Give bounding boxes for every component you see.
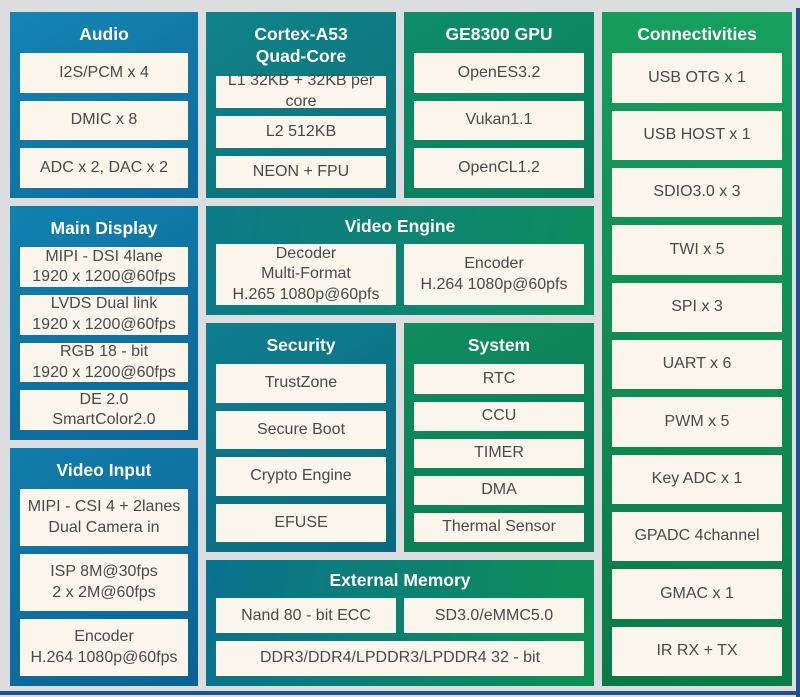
block-item: IR RX + TX	[612, 626, 782, 676]
block-gpu: GE8300 GPU OpenES3.2 Vukan1.1 OpenCL1.2	[404, 12, 594, 198]
block-system-title: System	[467, 335, 531, 355]
block-item: TWI x 5	[612, 225, 782, 275]
block-audio-title: Audio	[79, 24, 129, 44]
block-system-items: RTC CCU TIMER DMA Thermal Sensor	[414, 364, 584, 543]
block-item: RGB 18 - bit 1920 x 1200@60fps	[20, 342, 188, 383]
frame-edge-right	[796, 8, 800, 697]
block-item: USB HOST x 1	[612, 110, 782, 161]
block-video-input-title: Video Input	[56, 460, 152, 480]
block-item: USB OTG x 1	[612, 53, 782, 103]
block-item: L2 512KB	[216, 115, 386, 148]
block-item: Nand 80 - bit ECC	[216, 598, 396, 634]
block-item: Key ADC x 1	[612, 454, 782, 505]
block-item: UART x 6	[612, 340, 782, 390]
block-security-items: TrustZone Secure Boot Crypto Engine EFUSE	[216, 364, 386, 543]
block-system: System RTC CCU TIMER DMA Thermal Sensor	[404, 323, 594, 552]
block-item: ADC x 2, DAC x 2	[20, 148, 188, 188]
block-item: RTC	[414, 364, 584, 394]
block-external-memory: External Memory Nand 80 - bit ECC SD3.0/e…	[206, 560, 594, 686]
block-item: LVDS Dual link 1920 x 1200@60fps	[20, 295, 188, 335]
block-item: Vukan1.1	[414, 100, 584, 141]
block-item: EFUSE	[216, 503, 386, 543]
block-video-input: Video Input MIPI - CSI 4 + 2lanes Dual C…	[10, 448, 198, 686]
block-gpu-items: OpenES3.2 Vukan1.1 OpenCL1.2	[414, 53, 584, 188]
column-left: Audio I2S/PCM x 4 DMIC x 8 ADC x 2, DAC x …	[10, 12, 198, 686]
block-audio-items: I2S/PCM x 4 DMIC x 8 ADC x 2, DAC x 2	[20, 53, 188, 188]
block-main-display-items: MIPI - DSI 4lane 1920 x 1200@60fps LVDS D…	[20, 247, 188, 431]
block-item: SPI x 3	[612, 282, 782, 333]
column-right: Connectivities USB OTG x 1 USB HOST x 1 SD…	[602, 12, 792, 686]
block-item: Encoder H.264 1080p@60fps	[20, 619, 188, 677]
block-item: TrustZone	[216, 364, 386, 403]
column-middle: Cortex-A53 Quad-Core L1 32KB + 32KB per …	[206, 12, 594, 686]
block-item: GMAC x 1	[612, 569, 782, 619]
block-item: PWM x 5	[612, 397, 782, 447]
block-item: Secure Boot	[216, 410, 386, 450]
row-cpu-gpu: Cortex-A53 Quad-Core L1 32KB + 32KB per …	[206, 12, 594, 198]
block-cortex-a53-title: Cortex-A53 Quad-Core	[254, 24, 348, 67]
block-item: CCU	[414, 401, 584, 431]
block-item: ISP 8M@30fps 2 x 2M@60fps	[20, 554, 188, 612]
block-external-memory-items: Nand 80 - bit ECC SD3.0/eMMC5.0 DDR3/DDR4/…	[216, 598, 584, 676]
block-item: DE 2.0 SmartColor2.0	[20, 390, 188, 431]
block-video-input-items: MIPI - CSI 4 + 2lanes Dual Camera in ISP …	[20, 489, 188, 677]
block-cortex-a53-items: L1 32KB + 32KB per core L2 512KB NEON + FP…	[216, 72, 386, 189]
block-connectivities: Connectivities USB OTG x 1 USB HOST x 1 SD…	[602, 12, 792, 686]
diagram-layout: Audio I2S/PCM x 4 DMIC x 8 ADC x 2, DAC x …	[10, 12, 792, 686]
block-external-memory-title: External Memory	[329, 570, 471, 590]
block-gpu-title: GE8300 GPU	[445, 24, 553, 44]
row-security-system: Security TrustZone Secure Boot Crypto Engi…	[206, 323, 594, 552]
block-item: SD3.0/eMMC5.0	[404, 598, 584, 634]
block-video-engine: Video Engine Decoder Multi-Format H.265 …	[206, 206, 594, 315]
block-item: I2S/PCM x 4	[20, 53, 188, 93]
block-item: SDIO3.0 x 3	[612, 168, 782, 218]
block-audio: Audio I2S/PCM x 4 DMIC x 8 ADC x 2, DAC x …	[10, 12, 198, 198]
block-security: Security TrustZone Secure Boot Crypto Engi…	[206, 323, 396, 552]
block-item: Thermal Sensor	[414, 512, 584, 543]
block-main-display: Main Display MIPI - DSI 4lane 1920 x 120…	[10, 206, 198, 440]
block-item: DDR3/DDR4/LPDDR3/LPDDR4 32 - bit	[216, 641, 584, 676]
block-item: NEON + FPU	[216, 155, 386, 189]
block-connectivities-title: Connectivities	[637, 24, 757, 44]
block-item: OpenCL1.2	[414, 148, 584, 188]
block-item: GPADC 4channel	[612, 512, 782, 562]
block-item: Crypto Engine	[216, 457, 386, 496]
block-main-display-title: Main Display	[50, 218, 158, 238]
frame-edge-bottom	[0, 691, 800, 695]
block-connectivities-items: USB OTG x 1 USB HOST x 1 SDIO3.0 x 3 TWI x …	[612, 53, 782, 676]
block-item: OpenES3.2	[414, 53, 584, 93]
block-item: DMA	[414, 475, 584, 505]
block-item: L1 32KB + 32KB per core	[216, 72, 386, 110]
block-cortex-a53: Cortex-A53 Quad-Core L1 32KB + 32KB per …	[206, 12, 396, 198]
block-item: Decoder Multi-Format H.265 1080p@60pfs	[216, 244, 396, 305]
block-item: Encoder H.264 1080p@60pfs	[404, 244, 584, 305]
block-security-title: Security	[266, 335, 336, 355]
block-item: MIPI - DSI 4lane 1920 x 1200@60fps	[20, 247, 188, 288]
block-item: DMIC x 8	[20, 100, 188, 141]
block-video-engine-items: Decoder Multi-Format H.265 1080p@60pfs En…	[216, 244, 584, 305]
block-item: TIMER	[414, 438, 584, 468]
block-item: MIPI - CSI 4 + 2lanes Dual Camera in	[20, 489, 188, 547]
block-video-engine-title: Video Engine	[344, 216, 456, 236]
